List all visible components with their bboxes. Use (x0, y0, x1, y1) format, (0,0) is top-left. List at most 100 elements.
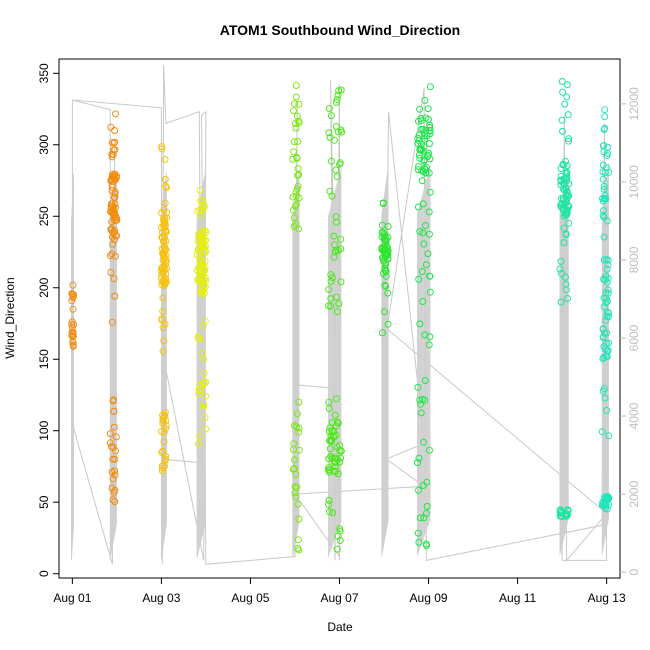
data-point (600, 126, 608, 133)
data-point (294, 165, 302, 173)
data-point (111, 176, 119, 184)
data-point (337, 86, 345, 94)
data-point (158, 145, 166, 153)
data-point (333, 545, 341, 553)
data-point (337, 447, 345, 455)
data-point (417, 409, 425, 417)
data-point (562, 273, 569, 281)
data-point (559, 88, 567, 96)
x-tick-label: Aug 11 (499, 591, 536, 605)
data-point (162, 182, 170, 190)
data-point (426, 333, 434, 341)
data-point (416, 105, 424, 113)
data-point (292, 124, 300, 132)
data-point (426, 155, 434, 163)
data-point (381, 281, 389, 289)
data-point (292, 82, 300, 89)
data-point (418, 177, 426, 185)
data-point (68, 290, 76, 298)
data-point (327, 452, 335, 460)
data-point (196, 381, 204, 389)
data-point (420, 168, 427, 175)
data-point (601, 394, 609, 402)
data-point (414, 529, 422, 537)
data-point (295, 398, 303, 406)
data-point (384, 248, 392, 256)
data-point (415, 275, 423, 283)
data-point (290, 148, 297, 156)
data-point (599, 325, 607, 333)
data-point (426, 272, 434, 280)
data-point (110, 146, 118, 154)
data-point (289, 206, 297, 214)
data-point (109, 455, 117, 463)
data-point (605, 309, 612, 317)
chart-title: ATOM1 Southbound Wind_Direction (220, 22, 460, 38)
data-point (563, 93, 571, 101)
data-point (292, 200, 300, 208)
data-point (564, 506, 572, 514)
data-point (201, 317, 209, 325)
data-point (200, 355, 208, 363)
data-point (69, 305, 77, 313)
data-point (562, 230, 570, 238)
data-point (160, 337, 168, 345)
data-point (384, 251, 392, 259)
data-point (108, 250, 116, 258)
data-point (194, 334, 202, 342)
data-point (564, 201, 572, 209)
x-tick-label: Aug 07 (320, 591, 358, 605)
data-point (328, 427, 336, 435)
data-point (331, 458, 339, 466)
data-point (336, 525, 344, 533)
data-point (424, 105, 432, 113)
data-point (200, 369, 208, 377)
data-point (159, 294, 167, 302)
data-point (197, 256, 205, 264)
data-point (384, 320, 392, 328)
data-point (604, 289, 612, 297)
data-point (290, 107, 297, 115)
data-point (158, 449, 166, 457)
data-point (599, 333, 607, 341)
data-point (158, 265, 165, 272)
data-point (291, 120, 299, 128)
data-point (557, 172, 565, 180)
data-point (563, 81, 571, 89)
data-point (381, 308, 388, 316)
data-point (325, 285, 333, 293)
data-point (112, 216, 120, 224)
data-point (158, 268, 166, 276)
data-point (332, 213, 340, 221)
data-point (70, 321, 78, 328)
data-point (603, 406, 611, 414)
data-point (162, 425, 169, 433)
data-point (425, 341, 433, 349)
data-point (325, 428, 333, 435)
data-point (563, 210, 571, 218)
data-point (417, 514, 424, 522)
data-point (419, 200, 427, 208)
data-point (425, 208, 433, 216)
data-point (603, 164, 610, 172)
data-point (289, 155, 297, 163)
data-point (562, 286, 570, 294)
data-point (334, 128, 342, 136)
y2-tick-label: 12000 (627, 87, 641, 121)
data-point (379, 269, 387, 277)
data-point (604, 286, 612, 294)
data-point (333, 418, 341, 426)
data-point (161, 222, 169, 229)
data-point (292, 493, 300, 501)
data-point (291, 456, 299, 464)
data-point (159, 307, 167, 315)
data-point (327, 112, 335, 120)
y-tick-label: 0 (37, 570, 51, 577)
data-point (199, 261, 207, 269)
data-point (163, 184, 171, 192)
data-point (421, 96, 429, 104)
data-point (558, 78, 566, 85)
data-point (334, 91, 342, 99)
data-point (558, 116, 566, 124)
